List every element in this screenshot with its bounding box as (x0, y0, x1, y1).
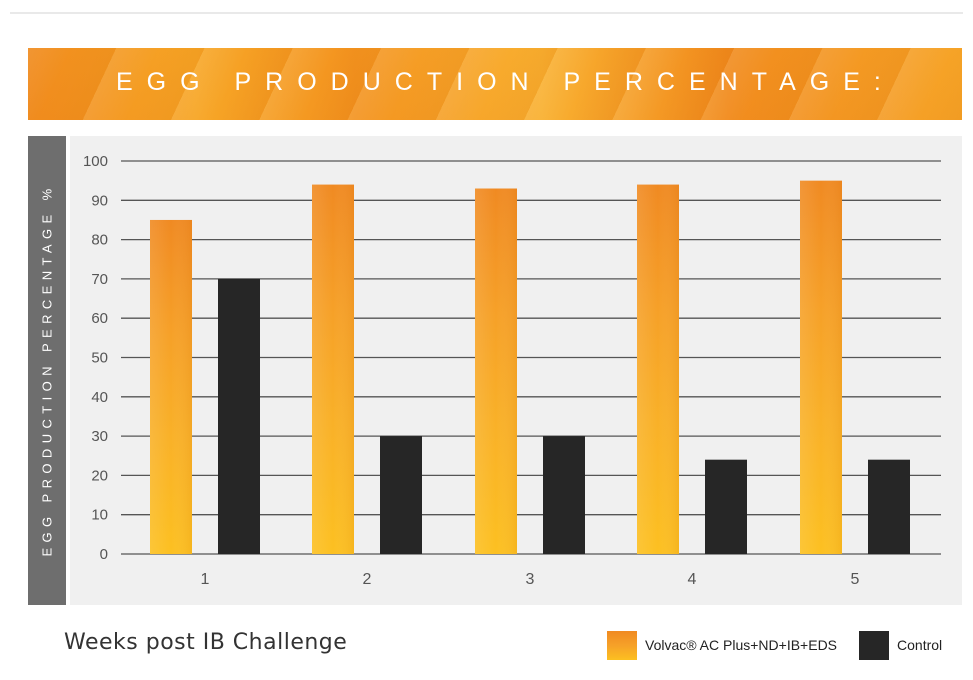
x-tick-label-1: 1 (201, 571, 210, 588)
bar-volvac-sheen-week-5 (800, 180, 842, 554)
y-tick-label-10: 10 (91, 507, 108, 524)
legend: Volvac® AC Plus+ND+IB+EDS Control (607, 630, 942, 660)
title-banner: EGG PRODUCTION PERCENTAGE: (28, 48, 962, 120)
y-tick-label-30: 30 (91, 428, 108, 445)
legend-swatch-control (859, 630, 890, 660)
y-tick-label-70: 70 (91, 271, 108, 288)
bar-volvac-sheen-week-1 (150, 219, 192, 554)
y-axis-label: EGG PRODUCTION PERCENTAGE % (39, 183, 55, 557)
x-tick-label-5: 5 (851, 571, 860, 588)
y-tick-labels: 0 10 20 30 40 50 60 70 80 90 100 (83, 153, 108, 563)
chart-title: EGG PRODUCTION PERCENTAGE: (116, 68, 895, 96)
bar-control-week-3 (543, 436, 585, 554)
bar-control-week-1 (218, 278, 260, 554)
bar-volvac-sheen-week-3 (475, 188, 517, 554)
x-tick-labels: 1 2 3 4 5 (201, 571, 860, 588)
y-tick-label-90: 90 (91, 192, 108, 209)
legend-swatch-volvac (607, 630, 637, 660)
bar-chart: 0 10 20 30 40 50 60 70 80 90 100 1 2 3 4 5 (83, 153, 941, 588)
y-axis-label-panel (28, 136, 66, 605)
bar-control-week-4 (705, 459, 747, 554)
y-tick-label-40: 40 (91, 389, 108, 406)
bar-control-week-2 (380, 436, 422, 554)
y-tick-label-80: 80 (91, 232, 108, 249)
bar-volvac-sheen-week-4 (637, 184, 679, 554)
y-tick-label-60: 60 (91, 310, 108, 327)
y-tick-label-100: 100 (83, 153, 108, 170)
legend-label-control: Control (897, 637, 943, 653)
x-tick-label-3: 3 (526, 571, 535, 588)
bar-control-week-5 (868, 459, 910, 554)
bar-volvac-sheen-week-2 (312, 184, 354, 554)
y-tick-label-20: 20 (91, 467, 108, 484)
x-axis-label: Weeks post IB Challenge (64, 630, 348, 655)
y-tick-label-50: 50 (91, 350, 108, 367)
bars (150, 180, 910, 554)
y-tick-label-0: 0 (100, 546, 108, 563)
x-tick-label-4: 4 (688, 571, 697, 588)
top-divider (10, 12, 963, 14)
x-tick-label-2: 2 (363, 571, 372, 588)
legend-label-volvac: Volvac® AC Plus+ND+IB+EDS (645, 637, 838, 653)
